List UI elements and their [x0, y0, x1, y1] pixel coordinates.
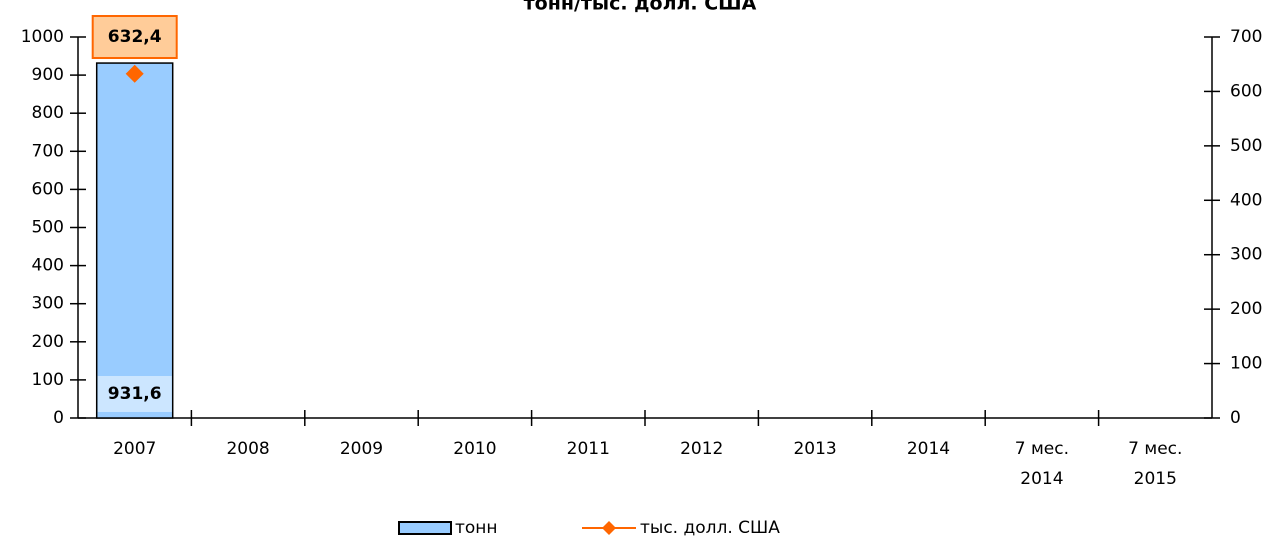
y2-tick-label: 0: [1230, 408, 1241, 428]
y-tick-label: 1000: [21, 27, 64, 47]
y-tick-label: 600: [32, 179, 64, 199]
x-tick-label: 2014: [907, 439, 950, 459]
data-label: 632,4: [108, 27, 162, 47]
x-tick-label: 2007: [113, 439, 156, 459]
data-label-box: [97, 376, 172, 412]
y-tick-label: 800: [32, 103, 64, 123]
data-label-box: [91, 15, 178, 59]
y2-tick-label: 400: [1230, 190, 1262, 210]
legend-label: тыс. долл. США: [640, 518, 780, 538]
y2-tick-label: 200: [1230, 299, 1262, 319]
line-marker: [125, 64, 144, 83]
y2-tick-label: 700: [1230, 27, 1262, 47]
y-tick-label: 200: [32, 332, 64, 352]
chart-title: тонн/тыс. долл. США: [524, 0, 757, 15]
y2-tick-label: 500: [1230, 136, 1262, 156]
y2-tick-label: 100: [1230, 354, 1262, 374]
y-tick-label: 500: [32, 218, 64, 238]
x-tick-label: 2010: [453, 439, 496, 459]
legend-swatch: [398, 521, 452, 535]
legend-label: тонн: [455, 518, 498, 538]
y-tick-label: 900: [32, 65, 64, 85]
x-tick-label: 2008: [226, 439, 269, 459]
x-tick-label: 2012: [680, 439, 723, 459]
y2-tick-label: 300: [1230, 245, 1262, 265]
x-tick-label: 7 мес. 2014: [1015, 439, 1069, 489]
x-tick-label: 2011: [567, 439, 610, 459]
x-tick-label: 2013: [793, 439, 836, 459]
y-tick-label: 100: [32, 370, 64, 390]
y-tick-label: 300: [32, 294, 64, 314]
x-tick-label: 7 мес. 2015: [1128, 439, 1182, 489]
data-label: 931,6: [108, 384, 162, 404]
bar: [95, 62, 174, 419]
legend-marker: [602, 521, 616, 535]
y-tick-label: 400: [32, 256, 64, 276]
y-tick-label: 0: [53, 408, 64, 428]
y2-tick-label: 600: [1230, 81, 1262, 101]
y-tick-label: 700: [32, 141, 64, 161]
x-tick-label: 2009: [340, 439, 383, 459]
